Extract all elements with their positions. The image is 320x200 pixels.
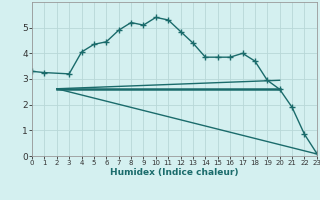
X-axis label: Humidex (Indice chaleur): Humidex (Indice chaleur) (110, 168, 239, 177)
